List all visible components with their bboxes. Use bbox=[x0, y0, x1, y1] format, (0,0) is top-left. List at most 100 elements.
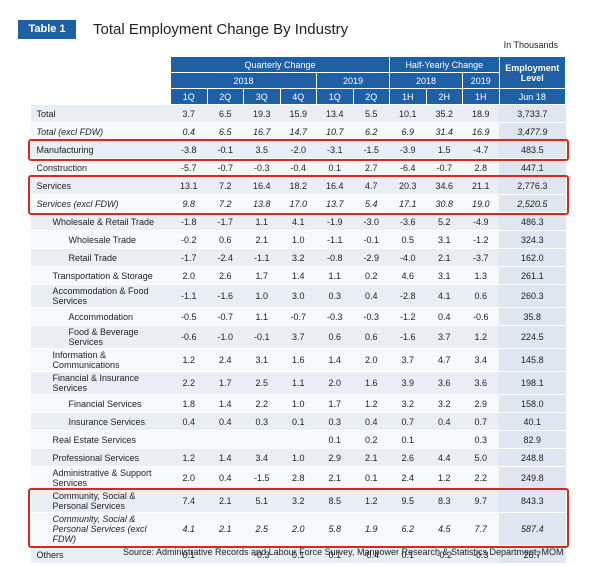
row-label: Transportation & Storage bbox=[30, 266, 171, 285]
cell bbox=[280, 430, 317, 449]
cell: -1.5 bbox=[243, 466, 280, 490]
cell: 19.0 bbox=[462, 194, 500, 213]
cell: 2.0 bbox=[353, 348, 390, 372]
cell: 1.4 bbox=[207, 394, 244, 413]
cell: -4.7 bbox=[462, 140, 500, 159]
cell: -3.6 bbox=[389, 212, 427, 231]
cell: 261.1 bbox=[499, 266, 566, 285]
column-header: 3Q bbox=[243, 88, 281, 105]
row-label: Insurance Services bbox=[30, 412, 171, 431]
cell: 31.4 bbox=[426, 122, 463, 141]
cell: 2,520.5 bbox=[499, 194, 566, 213]
table-row: Administrative & Support Services 2.0 0.4-… bbox=[30, 466, 566, 490]
cell: 224.5 bbox=[499, 325, 566, 349]
row-label: Accommodation bbox=[30, 307, 171, 326]
cell: -0.7 bbox=[280, 307, 317, 326]
cell: 10.1 bbox=[389, 104, 427, 123]
table-row: Insurance Services 0.4 0.4 0.3 0.1 0.3 0.4 0.7 0… bbox=[30, 412, 566, 431]
cell: -0.1 bbox=[207, 140, 244, 159]
cell: 2.1 bbox=[316, 466, 353, 490]
cell: -2.9 bbox=[353, 248, 390, 267]
row-label: Administrative & Support Services bbox=[30, 466, 171, 490]
cell: 486.3 bbox=[499, 212, 566, 231]
header-row: 1Q 2Q 3Q 4Q 1Q 2Q 1H 2H 1H Jun 18 bbox=[31, 88, 567, 105]
group-header: Quarterly Change bbox=[169, 56, 391, 73]
cell: 35.8 bbox=[499, 307, 566, 326]
cell: -0.7 bbox=[207, 307, 244, 326]
cell: 1.1 bbox=[316, 266, 353, 285]
row-label: Construction bbox=[30, 158, 171, 177]
cell: 3.2 bbox=[426, 394, 463, 413]
cell: 3.4 bbox=[243, 448, 280, 467]
cell: 1.0 bbox=[280, 448, 317, 467]
column-header: 4Q bbox=[279, 88, 317, 105]
cell: -1.5 bbox=[353, 140, 390, 159]
cell: 4.1 bbox=[426, 284, 463, 308]
cell: 2.0 bbox=[170, 266, 207, 285]
cell: 3.6 bbox=[426, 371, 463, 395]
cell: 3.9 bbox=[389, 371, 427, 395]
cell: -1.2 bbox=[462, 230, 500, 249]
cell: 3.1 bbox=[243, 348, 280, 372]
cell: 587.4 bbox=[499, 512, 566, 546]
column-header: 2H bbox=[425, 88, 464, 105]
row-label: Total (excl FDW) bbox=[30, 122, 171, 141]
cell: 7.7 bbox=[462, 512, 500, 546]
cell: 26.7 bbox=[499, 545, 566, 564]
cell: 2.1 bbox=[426, 248, 463, 267]
cell bbox=[170, 430, 207, 449]
cell: 2.4 bbox=[389, 466, 427, 490]
cell: -1.1 bbox=[243, 248, 280, 267]
row-label: Professional Services bbox=[30, 448, 171, 467]
header-row: Quarterly Change Half-Yearly Change Employ… bbox=[30, 56, 567, 105]
cell: 447.1 bbox=[499, 158, 566, 177]
year-header: 2018 bbox=[389, 72, 464, 89]
cell: 9.7 bbox=[462, 489, 500, 513]
cell: -0.6 bbox=[462, 307, 500, 326]
cell: 3.2 bbox=[280, 489, 317, 513]
cell: 13.7 bbox=[316, 194, 353, 213]
cell: 2.1 bbox=[353, 448, 390, 467]
table-row: Financial Services 1.8 1.4 2.2 1.0 1.7 1.2 3.2 3… bbox=[30, 394, 566, 413]
cell: -0.2 bbox=[426, 545, 463, 564]
table-row: Services 13.1 7.2 16.4 18.2 16.4 4.7 20.3 34.6 21… bbox=[30, 176, 566, 195]
cell: 1.2 bbox=[170, 348, 207, 372]
cell: 0.3 bbox=[462, 430, 500, 449]
cell: 6.2 bbox=[389, 512, 427, 546]
cell: 1.7 bbox=[207, 371, 244, 395]
cell: 1.1 bbox=[243, 307, 280, 326]
cell: 2.6 bbox=[389, 448, 427, 467]
cell: 162.0 bbox=[499, 248, 566, 267]
cell: 8.3 bbox=[426, 489, 463, 513]
cell: 1.2 bbox=[353, 489, 390, 513]
cell: 0.4 bbox=[426, 307, 463, 326]
cell: -2.0 bbox=[280, 140, 317, 159]
cell: 10.7 bbox=[316, 122, 353, 141]
cell: 4.7 bbox=[426, 348, 463, 372]
cell: 324.3 bbox=[499, 230, 566, 249]
cell: 16.9 bbox=[462, 122, 500, 141]
cell: 1.0 bbox=[280, 394, 317, 413]
cell: 16.4 bbox=[243, 176, 280, 195]
cell: 13.4 bbox=[316, 104, 353, 123]
cell: -0.7 bbox=[426, 158, 463, 177]
cell: 19.3 bbox=[243, 104, 280, 123]
cell: 6.2 bbox=[353, 122, 390, 141]
cell: 1.3 bbox=[462, 266, 500, 285]
row-label: Financial Services bbox=[30, 394, 171, 413]
cell: 2.0 bbox=[280, 512, 317, 546]
cell: 1.2 bbox=[462, 325, 500, 349]
table-row: Wholesale Trade -0.2 0.6 2.1 1.0 -1.1 -0.1 0.5 3… bbox=[30, 230, 566, 249]
cell: 1.2 bbox=[170, 448, 207, 467]
column-header: Jun 18 bbox=[498, 88, 567, 105]
cell: -0.6 bbox=[170, 325, 207, 349]
cell: 0.4 bbox=[353, 284, 390, 308]
cell: 1.8 bbox=[170, 394, 207, 413]
row-label: Financial & Insurance Services bbox=[30, 371, 171, 395]
cell: 3.1 bbox=[426, 230, 463, 249]
cell: -2.8 bbox=[389, 284, 427, 308]
cell: 3,477.9 bbox=[499, 122, 566, 141]
table-row: Total (excl FDW) 0.4 6.5 16.7 14.7 10.7 6.2 6.9… bbox=[30, 122, 566, 141]
cell: -4.0 bbox=[389, 248, 427, 267]
